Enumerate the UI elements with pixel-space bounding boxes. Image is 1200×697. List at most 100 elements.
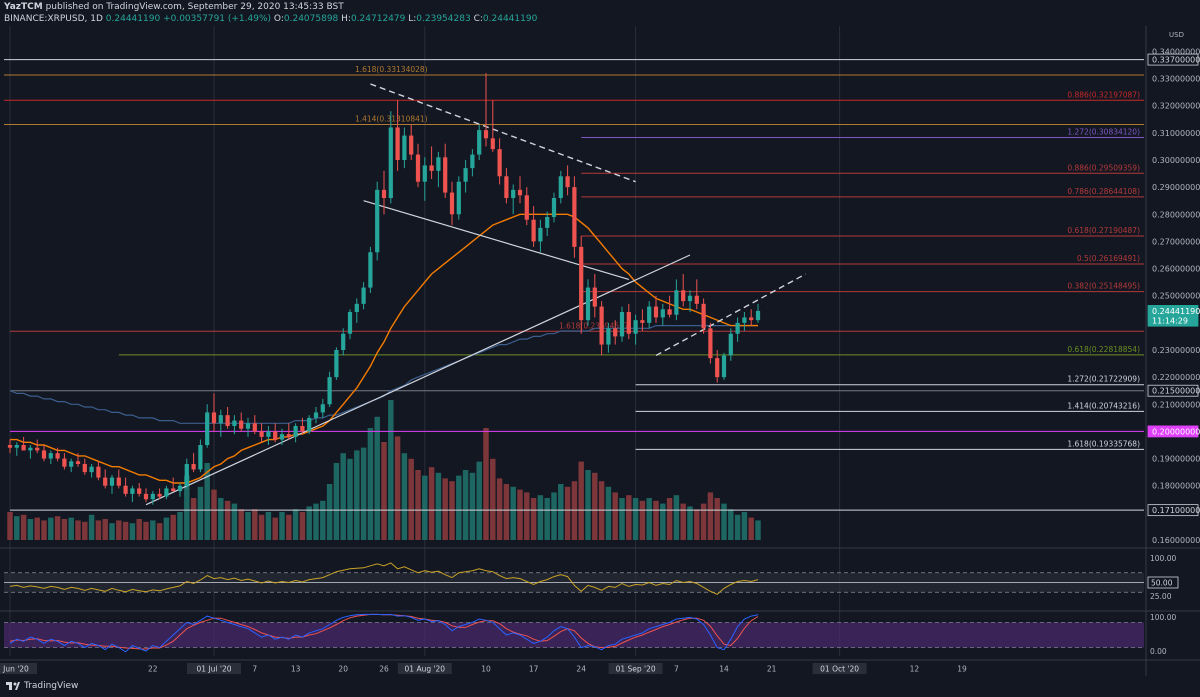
volume-bar [340, 453, 346, 540]
candle-body [613, 328, 618, 337]
price-label-text: 0.20000000 [1152, 427, 1200, 436]
trendline [363, 200, 629, 281]
candle-body [640, 320, 645, 323]
trendline [370, 83, 636, 183]
volume-bar [700, 503, 707, 540]
volume-bar [258, 514, 265, 540]
volume-bar [354, 450, 360, 540]
candle-body [667, 309, 672, 315]
fib-level-label: 0.618(0.22818854) [1067, 345, 1140, 354]
volume-bar [490, 458, 496, 540]
volume-bar [721, 503, 727, 540]
candle-body [375, 189, 380, 253]
rsi-axis-tick: 100.00 [1150, 554, 1176, 563]
candle-body [116, 477, 121, 486]
ohlc-line: BINANCE:XRPUSD, 1D 0.24441190 +0.0035779… [4, 14, 537, 24]
volume-bar [54, 516, 61, 540]
stoch-axis-tick: 0.00 [1150, 647, 1167, 656]
volume-bar [707, 492, 714, 540]
candle-body [28, 447, 33, 451]
time-axis-tick: 10 [481, 665, 491, 674]
candle-body [742, 317, 747, 323]
candle-body [62, 458, 67, 467]
candle-body [286, 434, 291, 437]
fib-level-label: 1.272(0.30834120) [1067, 127, 1140, 136]
volume-bar [156, 523, 163, 540]
candle-body [755, 310, 761, 321]
volume-bar [102, 519, 108, 540]
candle-body [89, 466, 94, 473]
candle-body [109, 477, 115, 486]
candle-body [409, 135, 414, 155]
volume-bar [537, 495, 544, 540]
volume-bar [224, 500, 231, 540]
candle-body [232, 420, 237, 426]
candle-body [626, 312, 631, 334]
price-label-box [1147, 504, 1199, 517]
candle-body [558, 176, 563, 198]
fib-level-label: 0.786(0.28644108) [1067, 187, 1140, 196]
candle-body [708, 328, 713, 359]
price-axis-tick: 0.25000000 [1152, 292, 1200, 301]
candle-body [218, 415, 223, 424]
candle-body [694, 295, 699, 304]
volume-bar [666, 498, 673, 540]
candle-body [69, 461, 74, 467]
candle-body [191, 464, 196, 470]
volume-bar [231, 503, 238, 540]
candle-body [273, 431, 278, 440]
price-label-text: 0.17100000 [1152, 506, 1200, 515]
candle-body [211, 412, 217, 424]
candle-body [245, 423, 251, 429]
open-label: O: [273, 14, 284, 24]
volume-bar [190, 498, 197, 540]
volume-bar [639, 500, 646, 540]
volume-bar [653, 500, 659, 540]
brand-label: TradingView [24, 681, 79, 691]
price-label-box [1147, 53, 1199, 66]
fib-level-label: 0.886(0.32197087) [1067, 90, 1140, 99]
price-label-tag: 0.20000000 [1147, 425, 1200, 438]
volume-bar [292, 509, 299, 540]
candle-body [531, 219, 536, 242]
symbol-label[interactable]: BINANCE:XRPUSD, 1D [4, 14, 103, 24]
volume-bar [68, 517, 74, 540]
time-axis-month-box [397, 663, 452, 674]
price-axis-tick: 0.18000000 [1152, 482, 1200, 491]
volume-bar [347, 458, 353, 540]
volume-bar [394, 436, 401, 540]
price-axis-tick: 0.34000000 [1152, 47, 1200, 56]
last-price: 0.24441190 [105, 14, 161, 24]
volume-bar [211, 489, 217, 540]
volume-bar [401, 453, 408, 540]
candle-body [75, 461, 81, 464]
volume-bar [496, 478, 503, 540]
author-name[interactable]: YazTCM [4, 2, 43, 12]
candle-body [647, 306, 652, 323]
volume-bar [109, 523, 115, 540]
tradingview-logo-icon [6, 682, 20, 690]
price-label-text: 0.21500000 [1152, 387, 1200, 396]
candle-body [313, 412, 319, 418]
candle-body [82, 464, 87, 473]
volume-bar [632, 498, 639, 540]
candle-body [307, 417, 312, 432]
volume-bar [660, 503, 666, 540]
candle-body [422, 165, 427, 182]
price-axis-tick: 0.28000000 [1152, 210, 1200, 219]
price-axis-tick: 0.29000000 [1152, 183, 1200, 192]
candle-body [701, 303, 706, 329]
volume-bar [612, 492, 618, 540]
close-label: C: [473, 14, 483, 24]
stoch-axis-tick: 100.00 [1150, 613, 1176, 622]
price-axis-tick: 0.16000000 [1152, 536, 1200, 545]
candle-body [470, 154, 475, 169]
volume-bar [748, 517, 754, 540]
volume-bar [374, 416, 380, 540]
tradingview-brand[interactable]: TradingView [6, 681, 78, 691]
fib-level-label: 0.382(0.25148495) [1067, 282, 1140, 291]
volume-bar [483, 428, 489, 540]
price-axis-unit: USD [1169, 31, 1184, 39]
fib-level-label: 1.618(0.33134028) [355, 65, 428, 74]
